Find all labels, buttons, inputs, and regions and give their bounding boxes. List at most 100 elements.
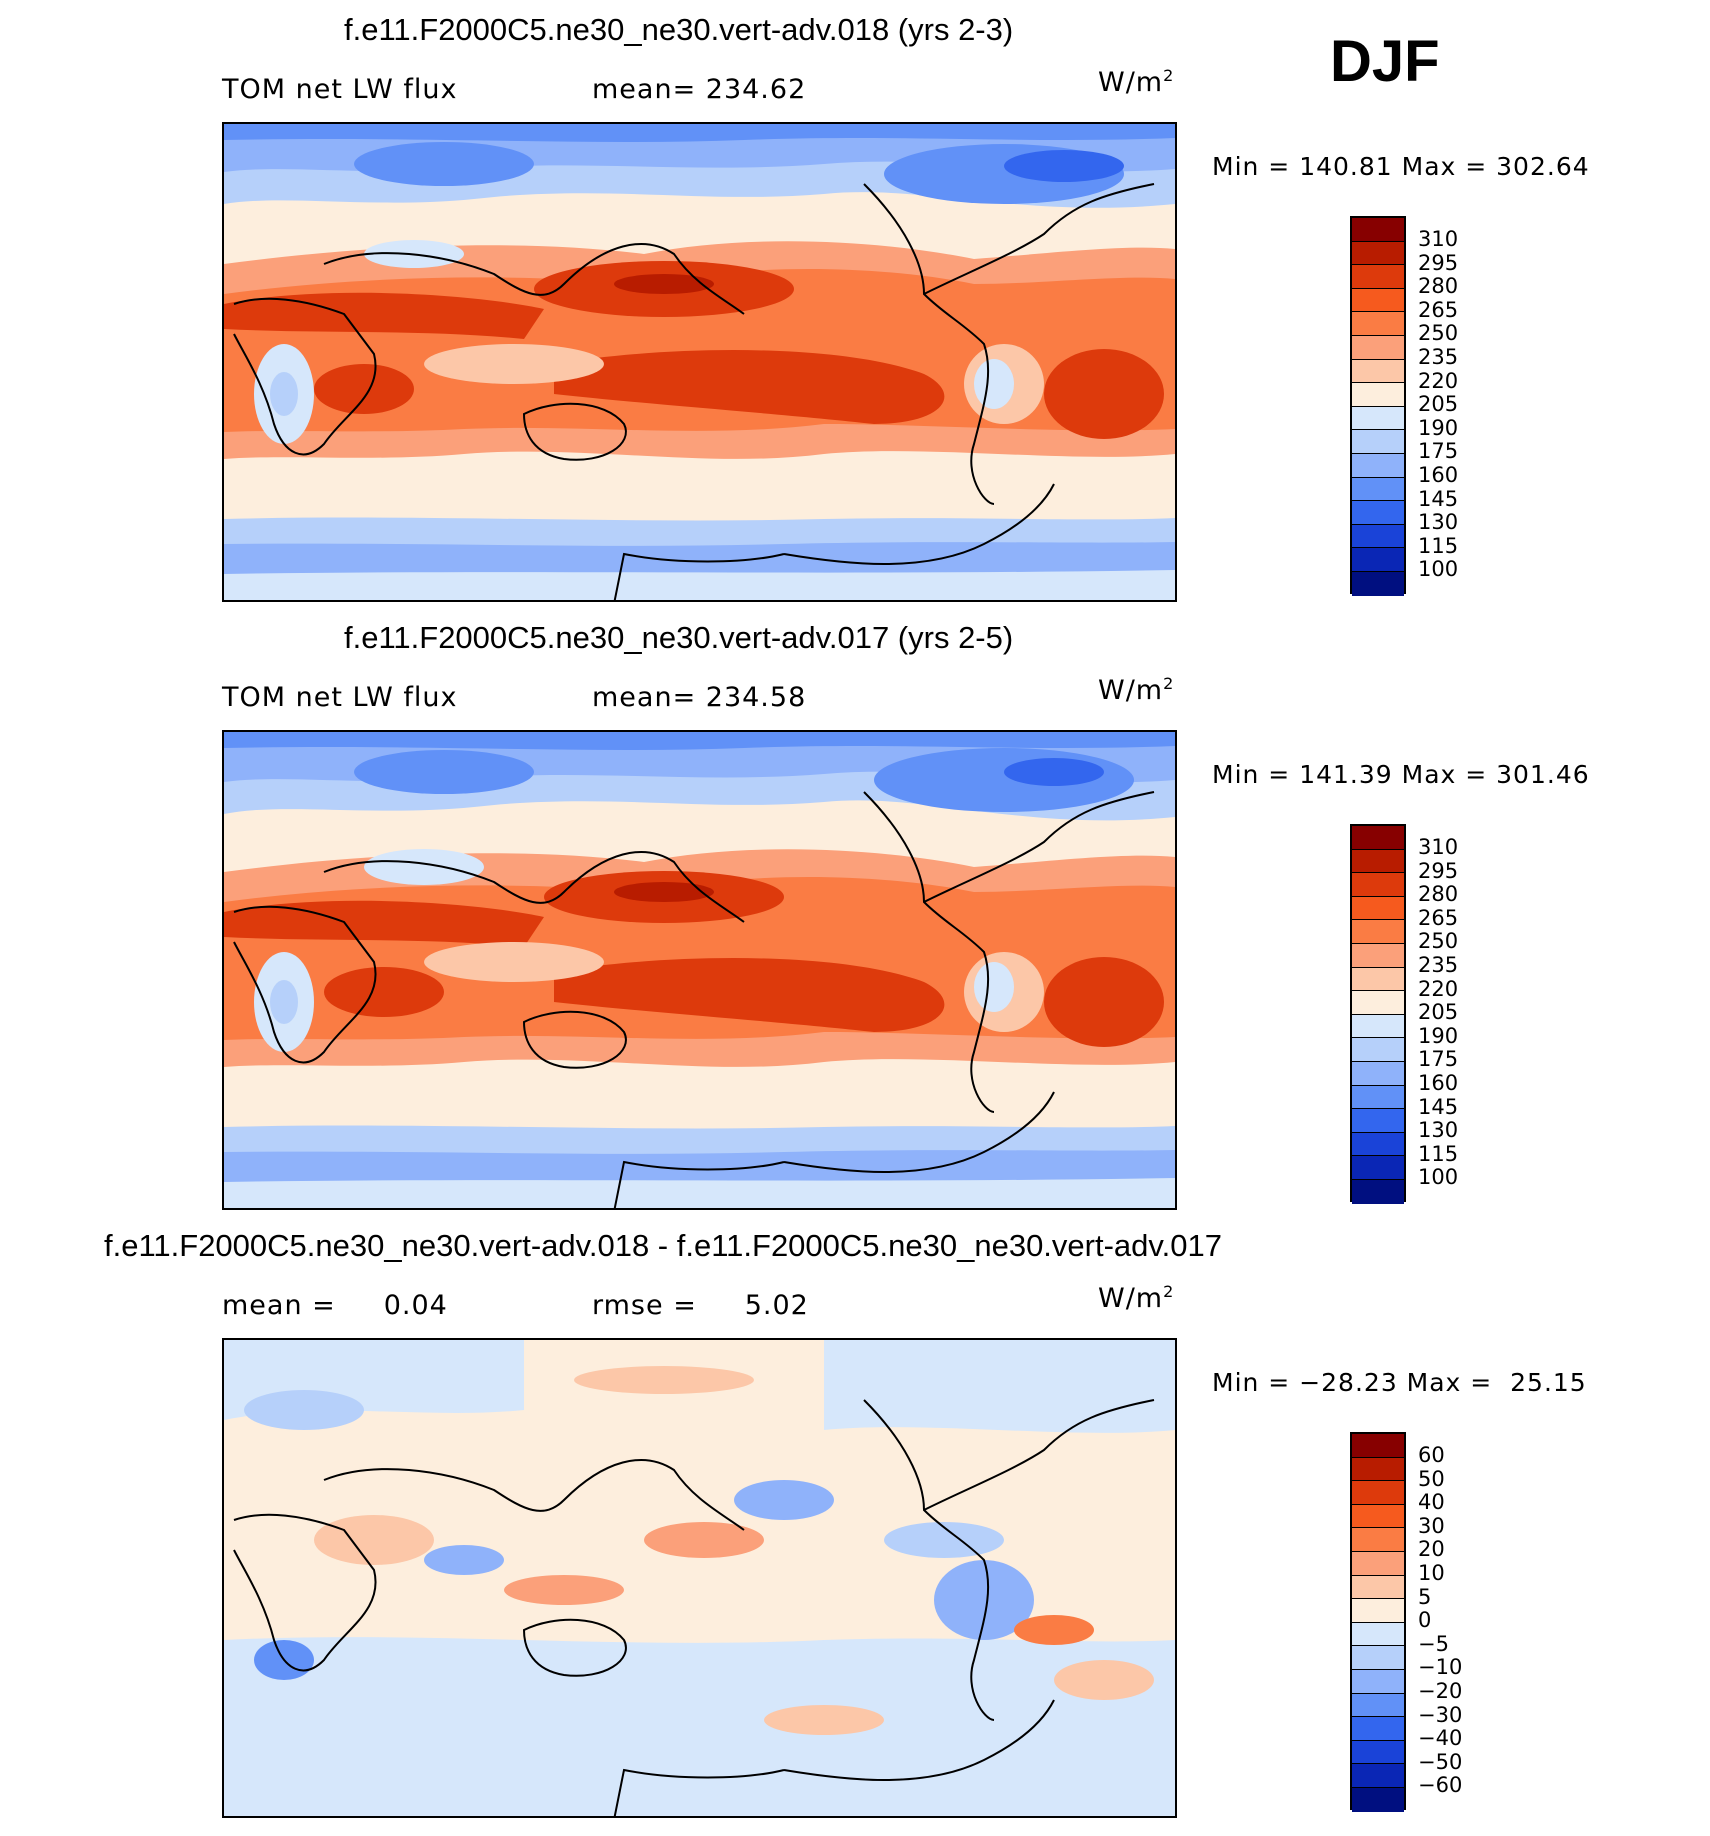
colorbar-swatch — [1352, 1179, 1404, 1204]
colorbar-swatch — [1352, 1599, 1404, 1623]
colorbar-level-label: 160 — [1418, 462, 1459, 487]
colorbar-swatch — [1352, 1575, 1404, 1600]
panel-1-units: W/m2 — [1098, 66, 1175, 98]
colorbar-level-label: −5 — [1418, 1631, 1449, 1656]
colorbar-swatch — [1352, 1551, 1404, 1576]
panel-3-rmse-label: rmse = 5.02 — [592, 1290, 809, 1321]
colorbar-level-label: 265 — [1418, 905, 1459, 930]
panel-1-minmax: Min = 140.81 Max = 302.64 — [1212, 152, 1590, 181]
colorbar-swatch — [1352, 967, 1404, 992]
panel-2-contour-field — [224, 732, 1175, 1208]
colorbar-level-label: 0 — [1418, 1608, 1432, 1633]
colorbar-level-label: 220 — [1418, 368, 1459, 393]
panel-1-colorbar-labels: 310 295 280 265 250 235 220 205 190 175 160 145 130 1… — [1418, 227, 1459, 582]
colorbar-swatch — [1352, 826, 1404, 850]
colorbar-level-label: −50 — [1418, 1749, 1463, 1774]
colorbar-swatch — [1352, 1528, 1404, 1552]
colorbar-level-label: 310 — [1418, 227, 1459, 251]
colorbar-swatch — [1352, 1109, 1404, 1133]
colorbar-swatch — [1352, 312, 1404, 336]
panel-3-minmax: Min = −28.23 Max = 25.15 — [1212, 1368, 1587, 1397]
colorbar-swatch — [1352, 1085, 1404, 1110]
panel-1-map — [222, 122, 1177, 602]
colorbar-swatch — [1352, 241, 1404, 266]
panel-2-colorbar-labels: 310 295 280 265 250 235 220 205 190 175 160 145 130 1… — [1418, 835, 1459, 1190]
panel-2-mean-label: mean= 234.58 — [592, 682, 807, 713]
colorbar-swatch — [1352, 896, 1404, 921]
colorbar-swatch — [1352, 524, 1404, 549]
colorbar-level-label: 265 — [1418, 297, 1459, 322]
colorbar-swatch — [1352, 1504, 1404, 1529]
colorbar-swatch — [1352, 430, 1404, 454]
panel-1-contour-field — [224, 124, 1175, 600]
panel-3-title: f.e11.F2000C5.ne30_ne30.vert-adv.018 - f… — [104, 1228, 1222, 1263]
colorbar-level-label: 175 — [1418, 1047, 1459, 1072]
panel-3-colorbar-labels: 60 50 40 30 20 10 5 0 −5 −10 −20 −30 −40 −50 −60 — [1418, 1443, 1463, 1798]
panel-2-map — [222, 730, 1177, 1210]
panel-2-minmax: Min = 141.39 Max = 301.46 — [1212, 760, 1590, 789]
panel-3-units: W/m2 — [1098, 1282, 1175, 1314]
panel-2-title: f.e11.F2000C5.ne30_ne30.vert-adv.017 (yr… — [344, 620, 1014, 655]
colorbar-swatch — [1352, 288, 1404, 313]
colorbar-swatch — [1352, 1622, 1404, 1647]
colorbar-level-label: 235 — [1418, 952, 1459, 977]
colorbar-level-label: 40 — [1418, 1490, 1445, 1515]
colorbar-level-label: 280 — [1418, 882, 1459, 907]
colorbar-swatch — [1352, 1669, 1404, 1694]
colorbar-swatch — [1352, 1014, 1404, 1039]
colorbar-level-label: 145 — [1418, 1094, 1459, 1119]
colorbar-swatch — [1352, 873, 1404, 897]
panel-2-units: W/m2 — [1098, 674, 1175, 706]
colorbar-level-label: −60 — [1418, 1773, 1463, 1798]
panel-2-variable-label: TOM net LW flux — [222, 682, 458, 713]
colorbar-level-label: 115 — [1418, 533, 1459, 558]
colorbar-level-label: 205 — [1418, 1000, 1459, 1025]
colorbar-swatch — [1352, 1156, 1404, 1180]
season-label: DJF — [1330, 29, 1440, 94]
colorbar-level-label: 175 — [1418, 439, 1459, 464]
colorbar-level-label: 250 — [1418, 929, 1459, 954]
colorbar-level-label: 235 — [1418, 344, 1459, 369]
colorbar-swatch — [1352, 571, 1404, 596]
colorbar-swatch — [1352, 406, 1404, 431]
colorbar-level-label: 115 — [1418, 1141, 1459, 1166]
colorbar-swatch — [1352, 218, 1404, 242]
panel-3-contour-field — [224, 1340, 1175, 1816]
colorbar-swatch — [1352, 1457, 1404, 1482]
colorbar-swatch — [1352, 477, 1404, 502]
colorbar-swatch — [1352, 1693, 1404, 1718]
colorbar-swatch — [1352, 991, 1404, 1015]
colorbar-swatch — [1352, 359, 1404, 384]
colorbar-swatch — [1352, 1061, 1404, 1086]
colorbar-swatch — [1352, 335, 1404, 360]
colorbar-swatch — [1352, 1434, 1404, 1458]
colorbar-swatch — [1352, 1764, 1404, 1788]
panel-3-mean-label: mean = 0.04 — [222, 1290, 448, 1321]
colorbar-swatch — [1352, 1787, 1404, 1812]
colorbar-level-label: −20 — [1418, 1678, 1463, 1703]
colorbar-level-label: 5 — [1418, 1584, 1432, 1609]
colorbar-level-label: 30 — [1418, 1513, 1445, 1538]
panel-3-colorbar — [1350, 1432, 1406, 1812]
panel-1-variable-label: TOM net LW flux — [222, 74, 458, 105]
colorbar-level-label: 50 — [1418, 1466, 1445, 1491]
colorbar-level-label: 295 — [1418, 250, 1459, 275]
colorbar-level-label: 220 — [1418, 976, 1459, 1001]
colorbar-swatch — [1352, 1646, 1404, 1670]
colorbar-swatch — [1352, 1717, 1404, 1741]
colorbar-level-label: 190 — [1418, 1023, 1459, 1048]
colorbar-level-label: −30 — [1418, 1702, 1463, 1727]
panel-1-mean-label: mean= 234.62 — [592, 74, 807, 105]
colorbar-level-label: 295 — [1418, 858, 1459, 883]
colorbar-level-label: 190 — [1418, 415, 1459, 440]
colorbar-level-label: 100 — [1418, 1165, 1459, 1190]
colorbar-level-label: 310 — [1418, 835, 1459, 859]
colorbar-swatch — [1352, 1740, 1404, 1765]
colorbar-level-label: 145 — [1418, 486, 1459, 511]
colorbar-level-label: 130 — [1418, 510, 1459, 535]
panel-1-colorbar — [1350, 216, 1406, 596]
colorbar-level-label: 20 — [1418, 1537, 1445, 1562]
colorbar-level-label: 280 — [1418, 274, 1459, 299]
colorbar-swatch — [1352, 548, 1404, 572]
colorbar-swatch — [1352, 920, 1404, 944]
